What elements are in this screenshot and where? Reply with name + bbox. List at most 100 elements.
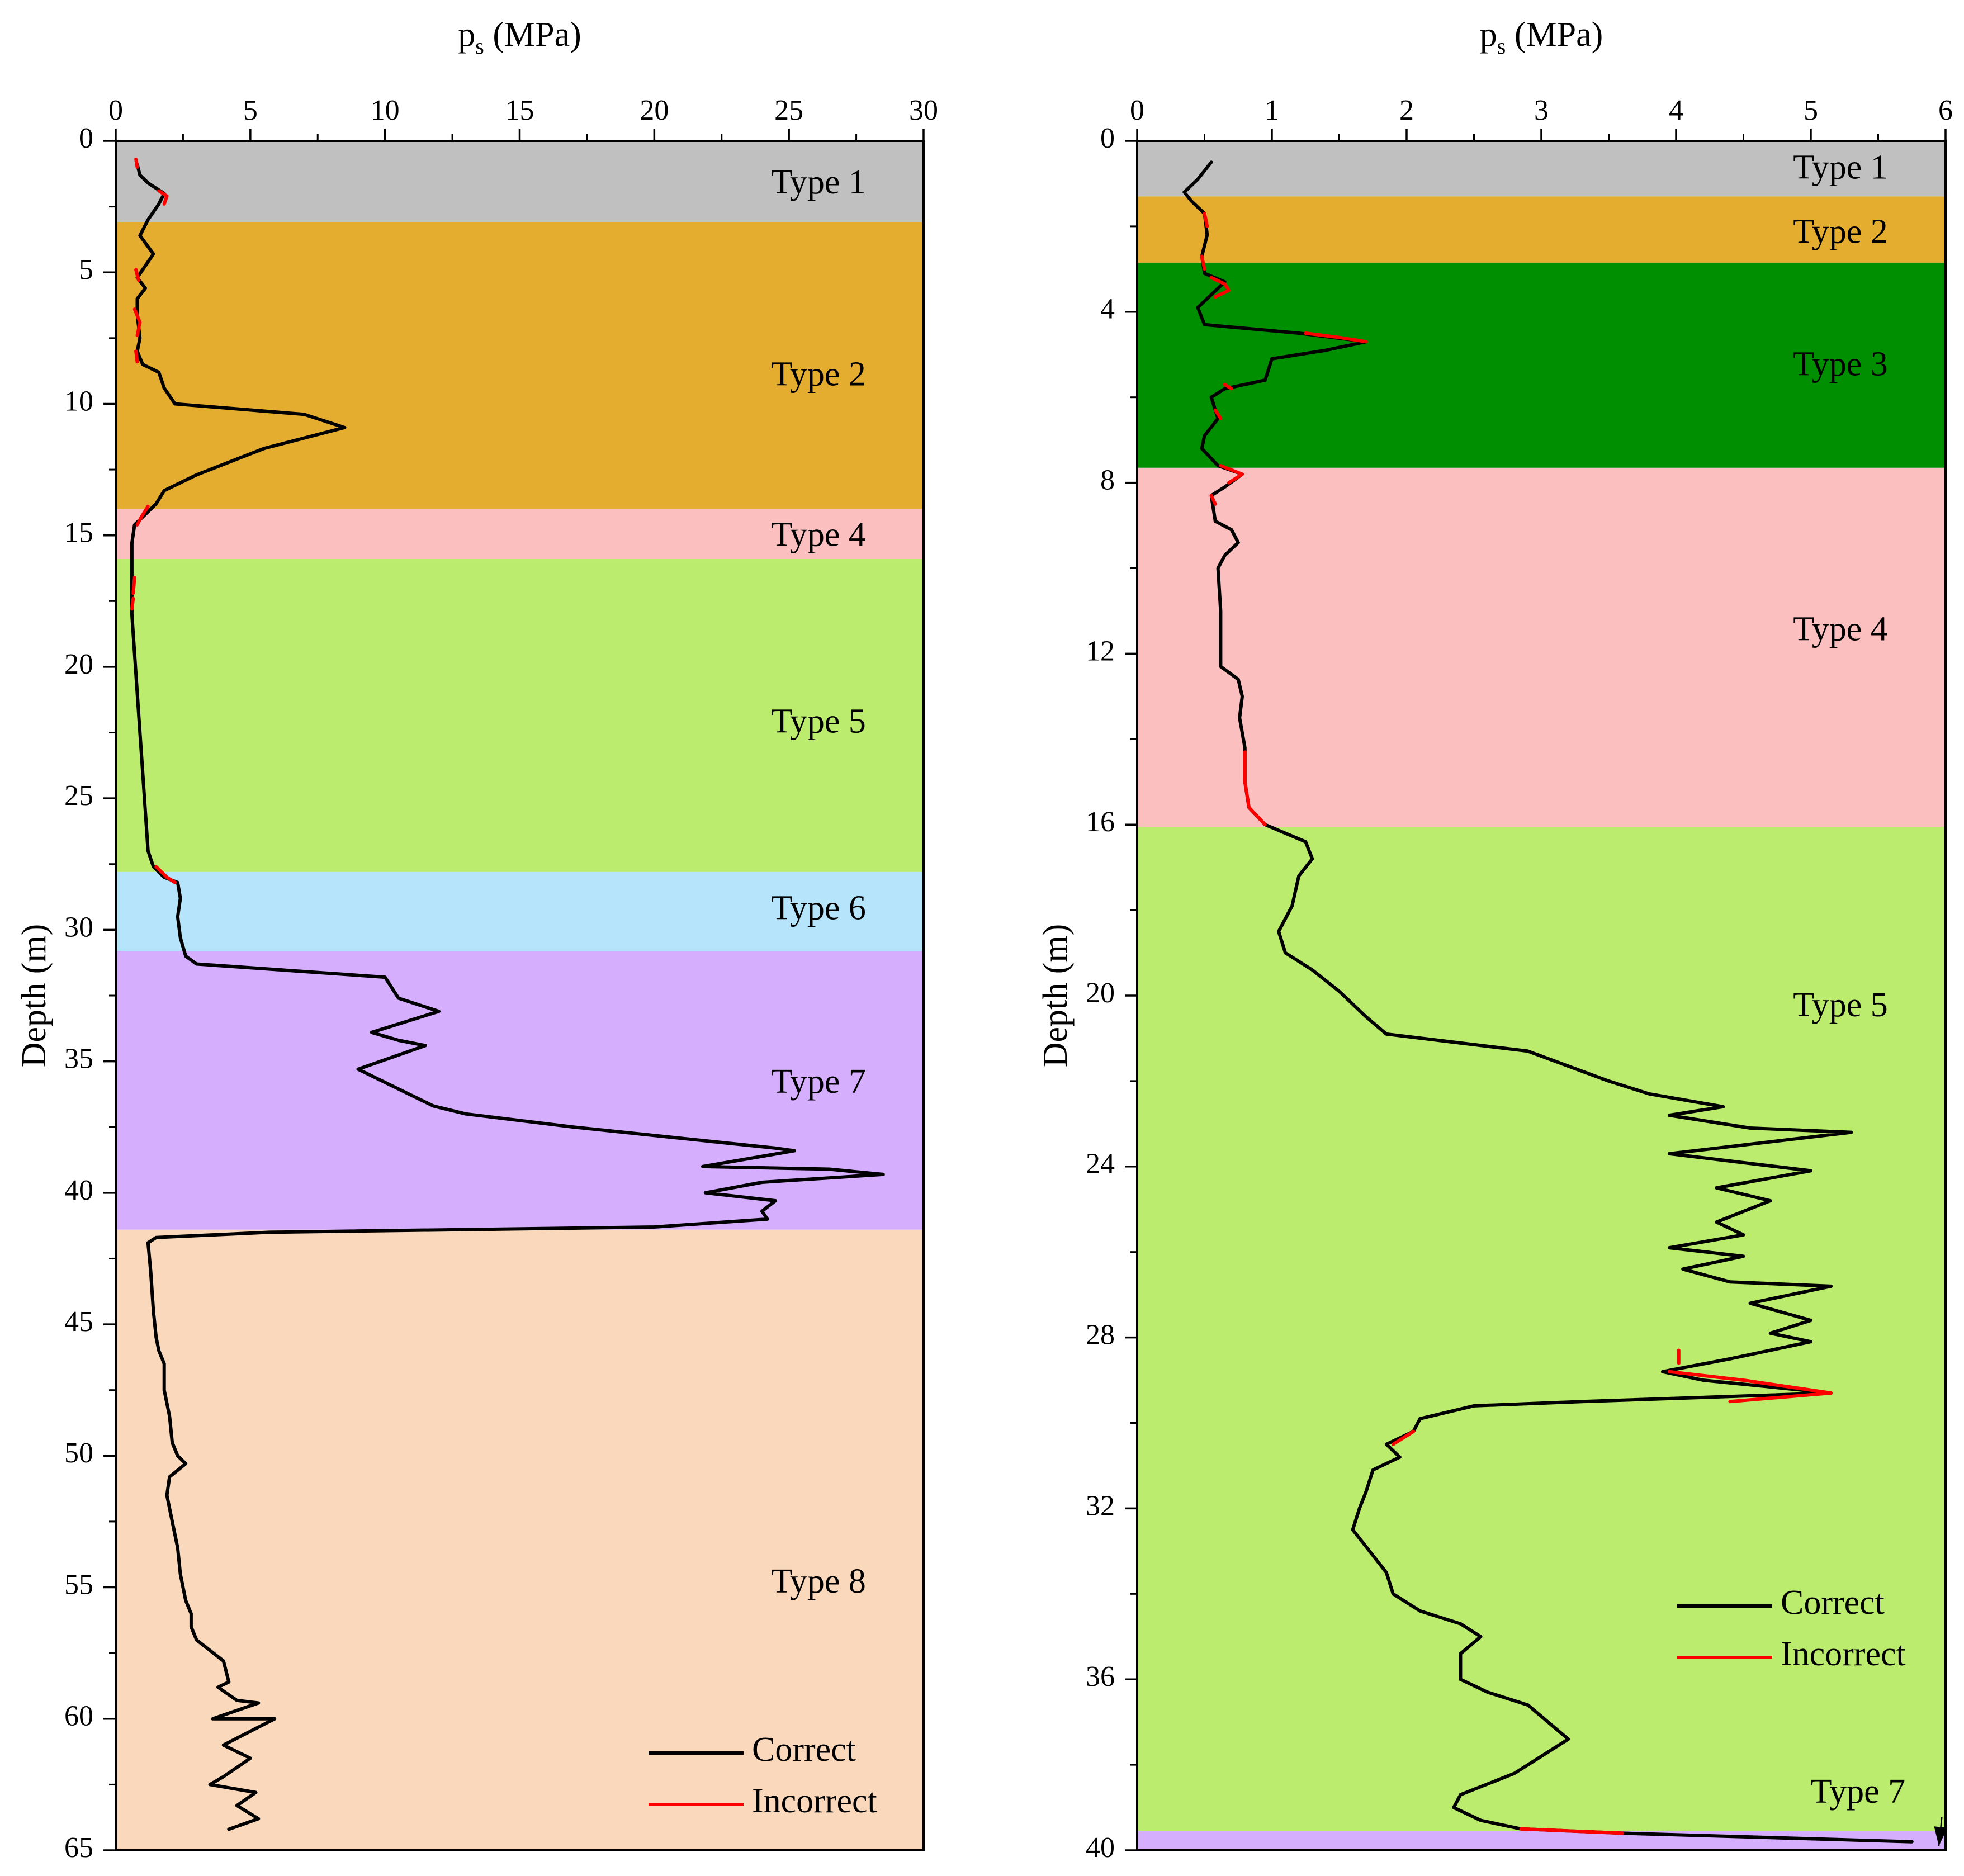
y-tick-label: 0	[1100, 122, 1115, 154]
series-segment-incorrect-3	[1209, 276, 1231, 299]
series-segment-incorrect-1	[1203, 212, 1209, 228]
y-tick-label: 16	[1086, 806, 1115, 838]
y-tick-label: 24	[1086, 1148, 1115, 1180]
legend-label-correct: Correct	[1781, 1584, 1885, 1622]
y-tick-label: 30	[64, 911, 93, 943]
layer-band-3	[116, 509, 924, 560]
y-tick-label: 55	[64, 1569, 93, 1600]
series-segment-incorrect-12	[1391, 1429, 1416, 1446]
layer-label: Type 6	[771, 889, 866, 927]
x-axis-title-subscript: s	[1497, 34, 1506, 59]
y-tick-label: 36	[1086, 1661, 1115, 1693]
x-tick-label: 6	[1938, 94, 1953, 126]
y-tick-label: 15	[64, 517, 93, 549]
chart-panel-right: Type 1 Type 2 Type 3 Type 4 Type 5 Type 7 0 1 2 3…	[1037, 16, 1953, 1864]
layer-label: Type 8	[771, 1562, 866, 1600]
layer-label: Type 2	[771, 356, 866, 394]
y-tick-label: 40	[64, 1174, 93, 1206]
x-tick-label: 2	[1399, 94, 1414, 126]
layer-label: Type 1	[1793, 149, 1888, 187]
chart-panel-left: Type 1 Type 2 Type 4 Type 5 Type 6 Type 7 Type…	[15, 16, 938, 1864]
legend-label-incorrect: Incorrect	[1781, 1635, 1906, 1673]
series-segment-incorrect-6	[1213, 408, 1223, 420]
x-axis-title-unit: (MPa)	[484, 16, 581, 54]
layer-label: Type 5	[1793, 986, 1888, 1024]
x-tick-label: 0	[108, 94, 123, 126]
layer-label: Type 2	[1793, 212, 1888, 250]
y-axis-title: Depth (m)	[1037, 924, 1075, 1068]
series-segment-incorrect-11	[1667, 1370, 1833, 1404]
y-tick-label: 20	[1086, 977, 1115, 1009]
y-tick-label: 40	[1086, 1832, 1115, 1864]
series-line-correct	[130, 163, 885, 1831]
layer-band-2	[1137, 196, 1946, 263]
x-tick-label: 10	[371, 94, 400, 126]
layer-label: Type 7	[771, 1063, 866, 1101]
y-tick-label: 28	[1086, 1319, 1115, 1351]
layer-band-3	[1137, 262, 1946, 468]
annotation-arrowhead	[1934, 1826, 1948, 1846]
series-segment-incorrect-4	[1304, 331, 1368, 344]
y-tick-label: 65	[64, 1832, 93, 1864]
x-tick-label: 3	[1534, 94, 1549, 126]
x-tick-label: 25	[774, 94, 803, 126]
x-tick-label: 5	[243, 94, 258, 126]
series-segment-incorrect-13	[1519, 1827, 1624, 1835]
x-axis-title-subscript: s	[475, 34, 484, 59]
series-segment-incorrect-8	[130, 596, 135, 611]
y-tick-label: 35	[64, 1043, 93, 1075]
x-axis-title-main: p	[1480, 16, 1497, 54]
series-segment-incorrect-5	[134, 349, 139, 364]
x-tick-label: 20	[640, 94, 669, 126]
legend-label-correct: Correct	[752, 1731, 856, 1769]
layer-label: Type 3	[1793, 345, 1888, 383]
x-axis-title: ps (MPa)	[1480, 16, 1603, 59]
y-tick-label: 32	[1086, 1490, 1115, 1522]
layer-band-4	[116, 559, 924, 872]
series-segment-incorrect-7	[1219, 464, 1244, 485]
y-tick-label: 50	[64, 1437, 93, 1469]
y-tick-label: 20	[64, 648, 93, 680]
series-segment-incorrect-5	[1223, 382, 1233, 391]
layer-label: Type 4	[771, 516, 866, 554]
layer-band-1	[1137, 141, 1946, 197]
series-segment-incorrect-3	[134, 268, 140, 282]
x-axis-title: ps (MPa)	[458, 16, 581, 59]
y-tick-label: 10	[64, 385, 93, 417]
y-axis-title: Depth (m)	[15, 924, 53, 1068]
series-segment-incorrect-2	[1200, 254, 1206, 271]
x-tick-label: 1	[1265, 94, 1279, 126]
layer-band-6	[1137, 1831, 1946, 1850]
y-tick-label: 8	[1100, 465, 1115, 496]
series-line-correct	[1182, 160, 1914, 1844]
series-segment-incorrect-1	[134, 157, 139, 169]
x-tick-label: 15	[505, 94, 534, 126]
x-tick-label: 4	[1669, 94, 1683, 126]
x-axis-title-main: p	[458, 16, 475, 54]
layer-band-7	[116, 1229, 924, 1850]
layer-label: Type 4	[1793, 610, 1888, 648]
y-tick-label: 4	[1100, 293, 1115, 325]
x-tick-label: 0	[1130, 94, 1144, 126]
series-segment-incorrect-8	[1209, 494, 1217, 506]
x-tick-label: 30	[909, 94, 938, 126]
series-segment-incorrect-4	[132, 307, 142, 338]
annotation-label: Type 7	[1811, 1773, 1906, 1811]
series-segment-incorrect-9	[154, 865, 177, 884]
series-segment-incorrect-7	[131, 576, 136, 595]
layer-band-1	[116, 141, 924, 222]
legend-label-incorrect: Incorrect	[752, 1782, 877, 1820]
y-tick-label: 60	[64, 1700, 93, 1732]
x-axis-title-unit: (MPa)	[1506, 16, 1603, 54]
x-tick-label: 5	[1804, 94, 1818, 126]
layer-label: Type 5	[771, 703, 866, 741]
series-segment-incorrect-6	[135, 504, 150, 527]
y-tick-label: 5	[79, 254, 93, 286]
series-segment-incorrect-2	[157, 189, 169, 206]
layer-band-5	[116, 871, 924, 951]
y-tick-label: 0	[79, 122, 93, 154]
series-segment-incorrect-9	[1243, 750, 1267, 827]
layer-band-5	[1137, 827, 1946, 1831]
layer-label: Type 1	[771, 163, 866, 201]
